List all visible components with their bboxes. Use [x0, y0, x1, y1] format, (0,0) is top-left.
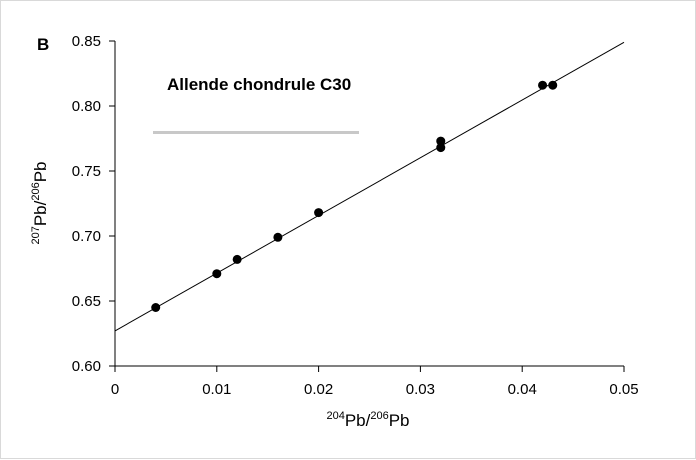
y-axis-title-base1: Pb/ — [31, 200, 50, 226]
x-tick-label: 0 — [111, 381, 119, 398]
x-tick-label: 0.01 — [202, 381, 231, 398]
data-points — [151, 80, 558, 312]
data-point — [548, 80, 558, 90]
y-tick-label: 0.85 — [72, 33, 101, 50]
y-axis-title: 207Pb/206Pb — [30, 161, 50, 244]
x-tick-label: 0.05 — [609, 381, 638, 398]
fit-line — [114, 41, 625, 332]
annotation-text: Allende chondrule C30 — [167, 75, 351, 94]
annotation-box-shadow — [153, 131, 359, 134]
annotation-box: Allende chondrule C30 — [149, 75, 359, 134]
x-axis-title-base2: Pb — [389, 411, 410, 430]
y-tick-label: 0.80 — [72, 98, 101, 115]
y-axis-title-base2: Pb — [31, 161, 50, 182]
data-point — [232, 254, 242, 264]
x-tick-label: 0.02 — [304, 381, 333, 398]
x-tick-label: 0.04 — [508, 381, 537, 398]
x-ticks: 0 0.01 0.02 0.03 0.04 0.05 — [111, 366, 639, 398]
y-axis-title-sup1: 207 — [30, 226, 42, 244]
y-tick-label: 0.75 — [72, 163, 101, 180]
data-point — [151, 303, 161, 312]
data-point — [212, 269, 222, 279]
y-tick-label: 0.70 — [72, 228, 101, 245]
y-axis-title-sup2: 206 — [30, 182, 42, 200]
data-point — [538, 80, 548, 90]
y-tick-label: 0.60 — [72, 358, 101, 375]
panel-label: B — [37, 35, 49, 54]
y-tick-label: 0.65 — [72, 293, 101, 310]
x-axis-title-sup2: 206 — [370, 410, 388, 422]
x-axis-title: 204Pb/206Pb — [326, 410, 409, 430]
annotation-box-bg — [149, 97, 355, 131]
x-axis-title-sup1: 204 — [326, 410, 344, 422]
y-ticks: 0.60 0.65 0.70 0.75 0.80 0.85 — [72, 33, 115, 375]
data-point — [436, 143, 446, 153]
x-axis-title-base1: Pb/ — [345, 411, 371, 430]
data-point — [436, 136, 446, 146]
x-tick-label: 0.03 — [406, 381, 435, 398]
data-point — [273, 232, 283, 242]
data-point — [314, 208, 324, 218]
